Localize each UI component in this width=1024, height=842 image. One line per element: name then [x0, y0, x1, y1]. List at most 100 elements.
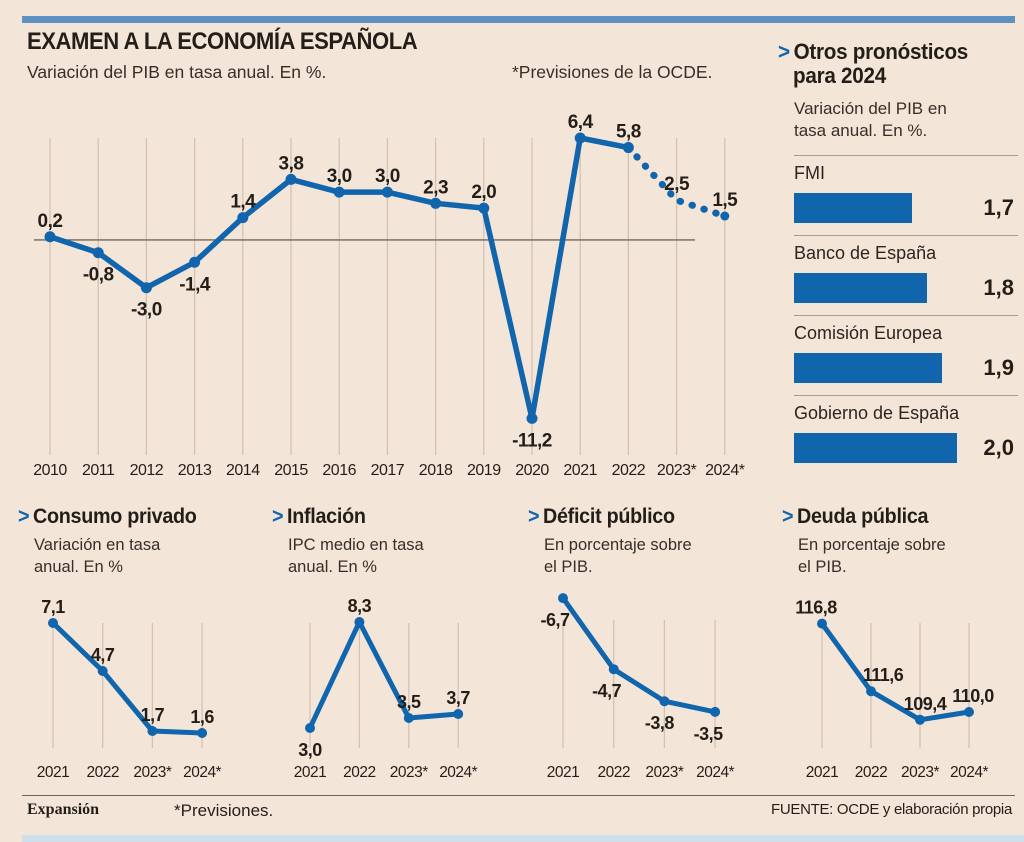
data-point — [430, 197, 442, 209]
data-point — [453, 709, 464, 719]
footer-forecast-note: *Previsiones. — [174, 801, 274, 820]
pib-line-chart: 2010 2011 2012 2013 2014 2015 2016 2017 2018 2019… — [33, 112, 745, 479]
mini-chart-subtitle: Variación en tasa anual. En % — [34, 535, 260, 579]
footer: Expansión *Previsiones. FUENTE: OCDE y e… — [22, 795, 1015, 821]
data-label: 3,0 — [298, 740, 322, 760]
x-axis-year-label: 2011 — [82, 462, 115, 479]
data-point — [147, 726, 158, 736]
data-label: 2,3 — [423, 177, 448, 198]
chevron-icon: > — [18, 505, 30, 528]
data-point — [478, 202, 490, 214]
forecast-entry-banco-de-espana: Banco de España 1,8 — [794, 234, 1018, 315]
data-point — [659, 696, 670, 707]
data-point — [305, 723, 315, 733]
x-axis-year-label: 2010 — [33, 462, 67, 479]
brand-logo: Expansión — [27, 801, 100, 818]
data-label: 5,8 — [616, 122, 641, 143]
data-label: 116,8 — [795, 598, 837, 618]
x-axis-year-label: 2024* — [439, 764, 477, 781]
data-point — [197, 728, 208, 738]
forecast-entry-gobierno-de-espana: Gobierno de España 2,0 — [794, 394, 1018, 475]
data-label: -0,8 — [83, 265, 114, 286]
subtitle-line2: anual. En % — [34, 557, 123, 576]
data-label: 0,2 — [38, 211, 63, 232]
chevron-icon: > — [272, 505, 284, 528]
data-label: -1,4 — [179, 274, 211, 295]
data-point — [48, 618, 58, 628]
data-point — [574, 132, 586, 144]
mini-chart-title: Déficit público — [543, 505, 675, 528]
mini-chart-inflacion: > Inflación IPC medio en tasa anual. En %… — [272, 505, 514, 797]
data-point — [97, 666, 108, 676]
ocde-forecast-note: *Previsiones de la OCDE. — [512, 62, 713, 82]
mini-chart-title: Consumo privado — [33, 505, 197, 528]
footer-source: FUENTE: OCDE y elaboración propia — [770, 801, 1012, 818]
data-point — [526, 412, 538, 424]
subtitle-line2: el PIB. — [544, 557, 593, 576]
chevron-icon: > — [778, 39, 790, 64]
data-point — [44, 231, 56, 243]
forecast-title-line2: para 2024 — [793, 63, 886, 89]
x-axis-year-label: 2019 — [467, 462, 501, 479]
x-axis-year-label: 2023* — [657, 462, 697, 479]
forecast-subtitle-line1: Variación del PIB en — [794, 99, 947, 119]
data-label: 3,0 — [327, 166, 352, 187]
data-label: 3,7 — [446, 688, 470, 708]
data-label: 3,8 — [279, 153, 304, 174]
x-axis-year-label: 2023* — [901, 764, 939, 781]
forecast-bar — [794, 192, 912, 223]
x-axis-year-label: 2012 — [130, 462, 164, 479]
mini-chart-title: Deuda pública — [797, 505, 929, 528]
chevron-icon: > — [782, 505, 794, 528]
data-point — [558, 593, 568, 604]
x-axis-year-label: 2022 — [612, 462, 646, 479]
data-point — [817, 618, 827, 629]
data-label: -11,2 — [512, 430, 552, 451]
forecast-entry-comision-europea: Comisión Europea 1,9 — [794, 314, 1018, 395]
consumo-line-chart: 2021 2022 2023* 2024* 7,1 4,7 1,7 1,6 — [37, 597, 222, 781]
x-axis-year-label: 2013 — [178, 462, 212, 479]
data-label: 2,0 — [471, 182, 496, 203]
data-point — [285, 173, 297, 185]
page-subtitle: Variación del PIB en tasa anual. En %. — [27, 62, 327, 82]
data-label: 7,1 — [41, 597, 65, 617]
data-point — [381, 186, 393, 198]
data-point — [608, 664, 619, 675]
x-axis-year-label: 2022 — [343, 764, 375, 781]
x-axis-year-label: 2024* — [705, 462, 745, 479]
x-axis-year-label: 2023* — [390, 764, 428, 781]
line-series-forecast-dotted — [624, 144, 729, 220]
mini-chart-consumo-privado: > Consumo privado Variación en tasa anual… — [18, 505, 260, 797]
data-point — [403, 713, 414, 723]
forecast-label: Banco de España — [794, 242, 937, 263]
data-label: 110,0 — [952, 686, 994, 706]
forecast-panel: > Otros pronósticos para 2024 Variación d… — [778, 39, 1018, 475]
x-axis-year-label: 2022 — [855, 764, 887, 781]
data-label: 2,5 — [664, 174, 690, 195]
data-label: 111,6 — [863, 665, 904, 685]
data-point — [915, 714, 925, 725]
subtitle-line1: En porcentaje sobre — [544, 536, 692, 554]
x-axis-year-label: 2018 — [419, 462, 453, 479]
data-point — [189, 256, 201, 268]
forecast-entry-fmi: FMI 1,7 — [794, 154, 1018, 235]
x-axis-year-label: 2021 — [37, 764, 69, 781]
forecast-bar — [794, 272, 927, 303]
data-point — [92, 247, 104, 259]
forecast-value: 1,8 — [983, 274, 1014, 300]
line-series-solid — [560, 596, 716, 715]
mini-chart-title: Inflación — [287, 505, 366, 528]
data-point — [333, 186, 345, 198]
x-axis-year-label: 2024* — [696, 764, 734, 781]
forecast-title-line1: Otros pronósticos — [793, 39, 969, 64]
x-axis-year-label: 2020 — [515, 462, 549, 479]
x-axis-year-label: 2016 — [322, 462, 356, 479]
x-axis-year-label: 2024* — [183, 764, 221, 781]
subtitle-line1: Variación en tasa — [34, 536, 161, 554]
data-label: 1,4 — [230, 192, 256, 213]
x-axis-year-label: 2021 — [563, 462, 597, 479]
data-point — [354, 617, 365, 627]
x-axis-year-label: 2022 — [597, 764, 629, 781]
